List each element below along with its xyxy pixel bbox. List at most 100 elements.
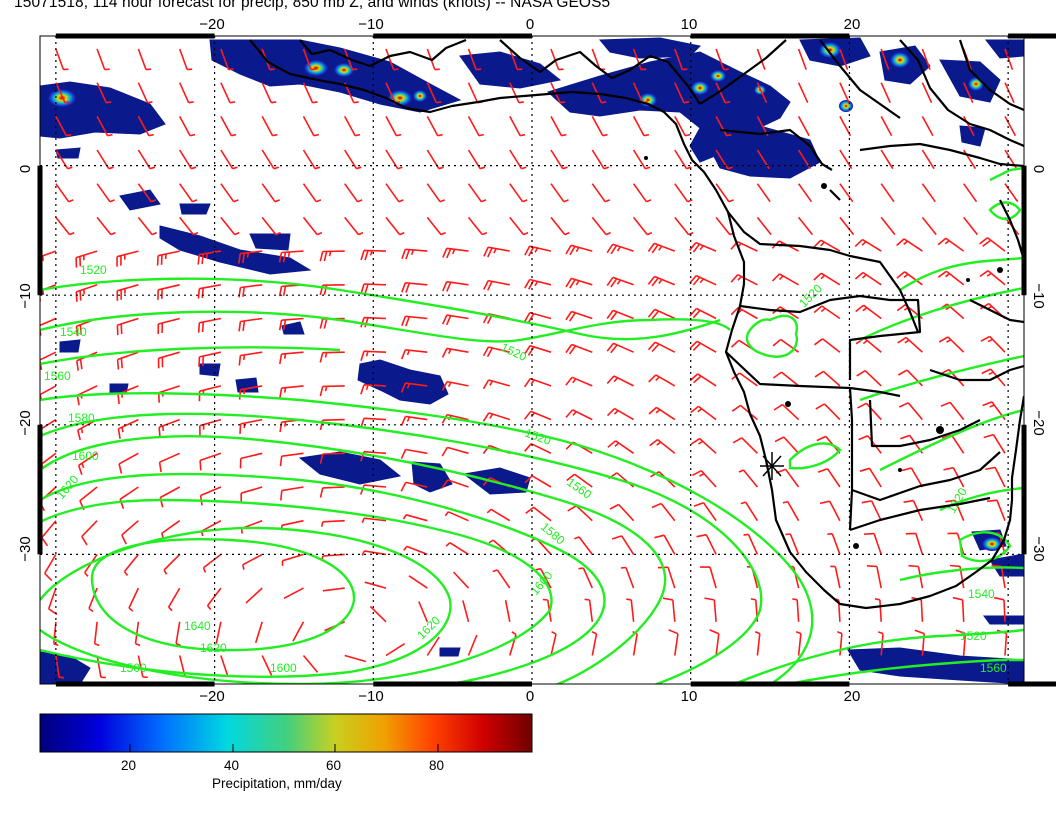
wind-barb xyxy=(952,596,965,622)
wind-barb xyxy=(442,247,469,259)
wind-barb xyxy=(55,116,72,137)
contour-label: 1640 xyxy=(184,619,211,633)
wind-barb xyxy=(606,342,634,354)
wind-barb xyxy=(674,216,694,236)
contour-label: 1520 xyxy=(80,263,107,277)
wind-barb xyxy=(550,116,567,137)
wind-barb xyxy=(302,654,319,673)
wind-barb xyxy=(119,486,139,509)
contour-label: 1580 xyxy=(538,520,568,548)
wind-barb xyxy=(839,216,855,236)
wind-barb xyxy=(591,630,598,656)
wind-barb xyxy=(1004,183,1019,203)
wind-barb xyxy=(632,216,653,236)
wind-barb xyxy=(88,587,98,613)
wind-barb xyxy=(283,587,304,600)
wind-barb xyxy=(482,346,510,358)
wind-barb xyxy=(524,475,552,488)
wind-barb xyxy=(715,183,734,203)
wind-barb xyxy=(980,335,1006,353)
wind-barb xyxy=(441,479,469,489)
wind-barb xyxy=(921,82,933,104)
wind-barb xyxy=(574,536,593,555)
wind-barb xyxy=(861,500,882,522)
wind-barb xyxy=(322,587,345,592)
wind-barb xyxy=(156,250,180,266)
lon-label-bottom: −10 xyxy=(358,688,383,705)
wind-barb xyxy=(96,216,116,236)
lat-label-right: −30 xyxy=(1030,536,1047,561)
wind-barb xyxy=(983,433,1006,454)
wind-barb xyxy=(955,629,967,656)
wind-barb xyxy=(674,82,690,104)
wind-barb xyxy=(302,82,318,104)
wind-barb xyxy=(137,48,152,71)
wind-barb xyxy=(813,305,841,320)
wind-barb xyxy=(937,237,965,252)
wind-barb xyxy=(830,565,841,589)
wind-barb xyxy=(921,216,937,236)
wind-barb xyxy=(509,183,528,203)
wind-barb xyxy=(921,183,936,203)
wind-barb xyxy=(319,385,345,397)
wind-barb xyxy=(401,315,428,327)
wind-barb xyxy=(699,566,717,589)
wind-barb xyxy=(648,374,676,387)
wind-barb xyxy=(400,382,428,393)
wind-barb xyxy=(40,385,57,400)
wind-barb xyxy=(921,48,931,70)
wind-barb xyxy=(137,116,154,137)
wind-barb xyxy=(632,48,647,71)
height-contours xyxy=(40,166,1024,684)
contour-label: 1600 xyxy=(270,661,297,675)
wind-barb xyxy=(524,344,552,356)
wind-barb xyxy=(866,565,882,589)
wind-barb xyxy=(220,116,237,137)
wind-barb xyxy=(897,336,923,353)
wind-barb xyxy=(360,283,387,294)
wind-barb xyxy=(730,273,758,286)
lon-label-bottom: 10 xyxy=(681,688,698,705)
wind-barb xyxy=(220,655,229,677)
colorbar-tick: 40 xyxy=(224,758,240,773)
wind-barb xyxy=(649,438,676,454)
wind-barb xyxy=(319,486,345,498)
wind-barb xyxy=(782,500,800,522)
wind-barb xyxy=(689,274,717,286)
contour-label: 1500 xyxy=(120,661,147,675)
contour-label: 1560 xyxy=(44,369,71,383)
wind-barb xyxy=(901,467,924,488)
wind-barb xyxy=(96,149,114,170)
colorbar-tick: 80 xyxy=(429,758,445,773)
wind-barb xyxy=(756,82,768,104)
wind-barb xyxy=(215,621,222,644)
wind-barb xyxy=(242,553,263,570)
wind-barb xyxy=(96,183,115,203)
islands xyxy=(644,156,1003,549)
wind-barb xyxy=(657,566,676,589)
wind-barb xyxy=(839,183,854,203)
wind-barb xyxy=(565,376,593,387)
wind-barb xyxy=(483,279,510,291)
wind-barb xyxy=(606,309,634,321)
wind-barb xyxy=(41,520,57,547)
wind-barb xyxy=(96,82,112,104)
wind-barb xyxy=(690,437,717,454)
wind-barb xyxy=(261,183,280,203)
wind-barb xyxy=(55,655,65,679)
lon-label-top: −10 xyxy=(358,16,383,33)
wind-barb xyxy=(880,216,896,236)
wind-barb xyxy=(245,587,263,604)
wind-barb xyxy=(509,116,526,137)
colorbar-gradient xyxy=(39,713,533,753)
wind-barb xyxy=(426,82,442,104)
wind-barb xyxy=(905,532,924,555)
wind-barb xyxy=(137,216,158,236)
wind-barb xyxy=(157,284,180,300)
wind-barb xyxy=(452,571,470,589)
wind-barb xyxy=(985,466,1006,488)
wind-barb xyxy=(364,581,387,589)
wind-barb xyxy=(401,248,428,260)
wind-barb xyxy=(591,216,611,236)
wind-barb xyxy=(509,631,517,656)
